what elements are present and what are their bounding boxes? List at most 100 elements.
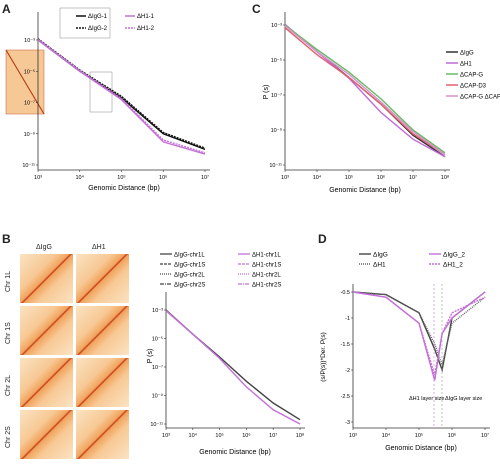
y-tick-label: 10⁻¹¹ [269, 163, 282, 169]
x-tick-label: 10³ [34, 175, 42, 181]
series-line [352, 291, 486, 381]
legend-b-item: ΔH1-chr2S [252, 283, 281, 289]
y-tick-label: -2.5 [341, 394, 350, 400]
legend-b-item: ΔIgG-chr1L [174, 253, 205, 259]
row-label-chr1l: Chr 1L [5, 270, 12, 292]
y-tick-label: 10⁻¹¹ [150, 422, 163, 428]
y-tick-label: 10⁻⁹ [152, 393, 163, 400]
series-line [37, 38, 206, 149]
hic-map-grid [18, 252, 130, 464]
hic-map [76, 410, 129, 459]
panel-a-chart: 10³ 10⁴ 10⁵ 10⁶ 10⁷ 10⁻³ 10⁻⁵ 10⁻⁷ 10⁻⁹ 10⁻¹¹ Ge… [5, 7, 210, 192]
hic-map [20, 410, 73, 459]
series-line [37, 38, 206, 154]
panel-a-legend: ΔIgG-1 ΔIgG-2 ΔH1-1 ΔH1-2 [76, 14, 155, 32]
y-tick-label: 10⁻³ [24, 38, 35, 44]
panel-d-chart: ΔIgG ΔIgG_2 ΔH1 ΔH1_2 (s/P(s))*Der. P(s) 10… [320, 252, 490, 452]
row-label-chr2l: Chr 2L [5, 374, 12, 396]
panel-d-ylabel: (s/P(s))*Der. P(s) [320, 332, 327, 381]
series-line [165, 309, 301, 421]
y-tick-label: 10⁻¹¹ [22, 163, 35, 169]
legend-c-item: ΔH1 [460, 62, 472, 68]
x-tick-label: 10⁶ [159, 174, 167, 181]
panel-d-xlabel: Genomic Distance (bp) [385, 445, 457, 452]
x-tick-label: 10⁸ [441, 174, 449, 181]
hic-map [76, 306, 129, 355]
panel-b-chart: ΔIgG-chr1L ΔIgG-chr1S ΔIgG-chr2L ΔIgG-chr2S… [147, 253, 305, 456]
x-tick-label: 10⁸ [296, 432, 304, 439]
y-tick-label: 10⁻⁷ [152, 364, 163, 371]
x-tick-label: 10⁵ [345, 174, 353, 181]
legend-b-item: ΔH1-chr1L [252, 253, 281, 259]
legend-c-item: ΔCAP-D3 [460, 84, 487, 90]
y-tick-label: 10⁻⁷ [271, 92, 282, 99]
y-tick-label: -2 [345, 368, 350, 374]
panel-c-ylabel: P (s) [263, 85, 270, 100]
y-tick-label: 10⁻⁹ [24, 131, 35, 138]
legend-b-item: ΔH1-chr1S [252, 263, 281, 269]
col-header-h1: ΔH1 [92, 244, 106, 251]
legend-b-item: ΔH1-chr2L [252, 273, 281, 279]
legend-a-2: ΔIgG-2 [88, 26, 108, 32]
panel-b-legend: ΔIgG-chr1L ΔIgG-chr1S ΔIgG-chr2L ΔIgG-chr2S… [160, 253, 281, 289]
legend-d-item: ΔH1 [373, 262, 386, 269]
panel-label-a: A [2, 2, 11, 16]
x-tick-label: 10⁴ [382, 432, 391, 439]
y-tick-label: 10⁻⁵ [152, 336, 163, 343]
hic-map [76, 358, 129, 407]
row-label-chr1s: Chr 1S [5, 322, 12, 344]
series-line [352, 291, 486, 373]
annot-h1-layer: ΔH1 layer size [409, 396, 444, 402]
legend-d-item: ΔIgG_2 [443, 252, 465, 259]
x-tick-label: 10⁴ [76, 174, 85, 181]
series-line [37, 39, 206, 151]
y-tick-label: -0.5 [341, 290, 350, 296]
y-tick-label: -1 [345, 316, 350, 322]
inset-top [59, 7, 111, 39]
hic-map [20, 306, 73, 355]
legend-a-4: ΔH1-2 [137, 26, 155, 32]
panel-b-xlabel: Genomic Distance (bp) [199, 449, 271, 456]
series-line [352, 291, 486, 368]
y-tick-label: -1.5 [341, 342, 350, 348]
x-tick-label: 10⁷ [409, 174, 417, 181]
y-tick-label: 10⁻³ [271, 23, 282, 29]
legend-c-item: ΔIgG [460, 51, 474, 57]
legend-b-item: ΔIgG-chr2S [174, 283, 205, 289]
x-tick-label: 10⁶ [377, 174, 385, 181]
panel-c-legend: ΔIgG ΔH1 ΔCAP-G ΔCAP-D3 ΔCAP-G ΔCAP-D3 [446, 51, 500, 101]
panel-b-ylabel: P (s) [147, 349, 154, 364]
series-line [352, 291, 486, 376]
series-line [37, 39, 206, 155]
legend-c-item: ΔCAP-G ΔCAP-D3 [460, 95, 500, 101]
y-tick-label: 10⁻⁵ [271, 57, 282, 64]
panel-d-legend: ΔIgG ΔIgG_2 ΔH1 ΔH1_2 [359, 252, 465, 269]
x-tick-label: 10⁷ [481, 432, 489, 439]
y-tick-label: 10⁻⁹ [271, 127, 282, 134]
y-tick-label: -3 [345, 420, 350, 426]
x-tick-label: 10⁵ [415, 432, 423, 439]
panel-c-xlabel: Genomic Distance (bp) [329, 187, 401, 194]
x-tick-label: 10⁴ [313, 174, 322, 181]
legend-c-item: ΔCAP-G [460, 73, 483, 79]
col-header-igg: ΔIgG [36, 244, 52, 251]
panel-a-xlabel: Genomic Distance (bp) [88, 185, 160, 192]
series-line [284, 25, 446, 156]
hic-map [20, 358, 73, 407]
legend-d-item: ΔH1_2 [443, 262, 463, 269]
panel-label-b: B [2, 232, 11, 246]
x-tick-label: 10³ [281, 175, 289, 181]
legend-a-3: ΔH1-1 [137, 14, 155, 20]
annot-igg-layer: ΔIgG layer size [445, 396, 482, 402]
legend-d-item: ΔIgG [373, 252, 388, 259]
panel-label-d: D [318, 232, 327, 246]
legend-a-1: ΔIgG-1 [88, 14, 108, 20]
x-tick-label: 10³ [162, 433, 170, 439]
hic-map [76, 254, 129, 303]
x-tick-label: 10⁷ [269, 432, 277, 439]
legend-b-item: ΔIgG-chr2L [174, 273, 205, 279]
y-tick-label: 10⁻⁷ [24, 100, 35, 107]
x-tick-label: 10⁷ [201, 174, 209, 181]
x-tick-label: 10⁶ [448, 432, 456, 439]
x-tick-label: 10³ [349, 433, 357, 439]
